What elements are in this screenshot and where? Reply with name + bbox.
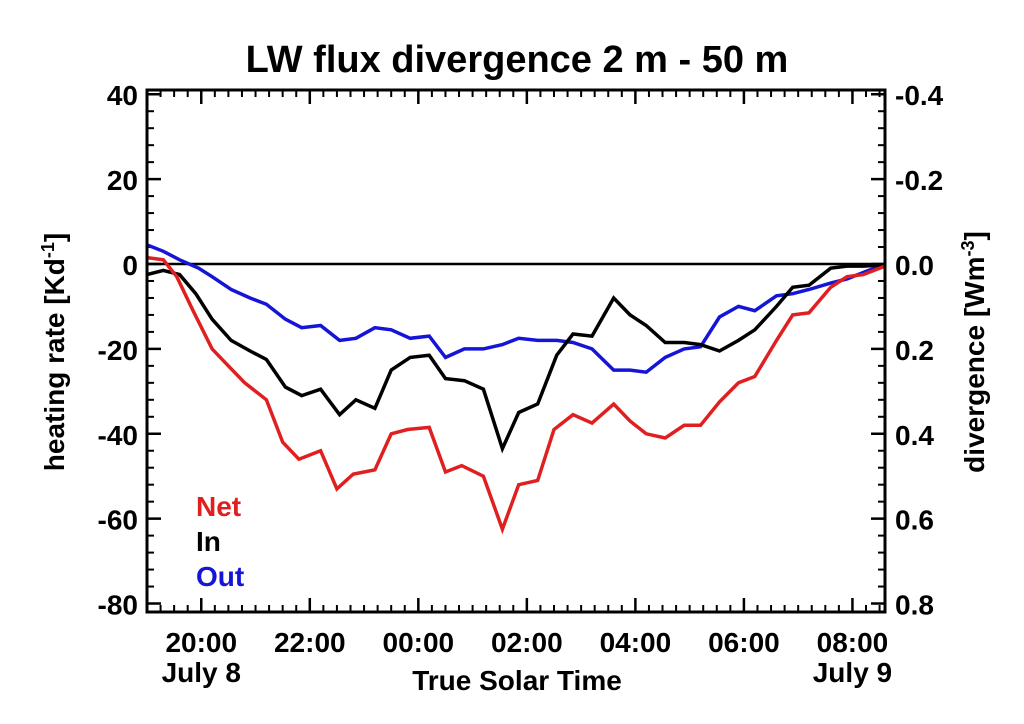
y2-tick-label: 0.4 — [895, 420, 934, 451]
x-tick-label: 22:00 — [274, 627, 346, 658]
y2-tick-label: 0.2 — [895, 335, 934, 366]
axis-tick-labels: 40 20 0 -20 -40 -60 -80 -0.4 -0.2 0.0 0.2 0.4 0.6 0.8… — [98, 80, 944, 688]
series-line-out — [146, 243, 886, 375]
x-tick-label: 04:00 — [600, 627, 672, 658]
series-line-net — [146, 255, 886, 535]
legend: Net In Out — [196, 491, 244, 592]
legend-entry-in: In — [196, 526, 221, 557]
y-axis-title-sup: -1 — [38, 242, 58, 258]
y-tick-label: 20 — [107, 165, 138, 196]
y-tick-label: 0 — [122, 250, 138, 281]
y2-tick-label: 0.6 — [895, 505, 934, 536]
x-tick-date-label: July 9 — [813, 657, 892, 688]
x-tick-date-label: July 8 — [162, 657, 241, 688]
x-tick-label: 06:00 — [708, 627, 780, 658]
chart-title: LW flux divergence 2 m - 50 m — [246, 39, 789, 81]
y-axis-title-main: heating rate [Kd — [39, 258, 70, 471]
x-tick-label: 00:00 — [383, 627, 455, 658]
y2-axis-title-sup: -3 — [958, 241, 978, 257]
y2-tick-label: -0.4 — [895, 80, 944, 111]
x-axis-title: True Solar Time — [412, 665, 622, 696]
y-axis-title-end: ] — [39, 233, 70, 242]
y2-tick-label: -0.2 — [895, 165, 943, 196]
y-tick-label: -20 — [98, 335, 138, 366]
y-axis-title: heating rate [Kd-1] — [38, 233, 70, 471]
series-line-in — [146, 263, 886, 454]
y-tick-label: 40 — [107, 80, 138, 111]
x-axis-label: True Solar Time — [412, 665, 622, 696]
y-tick-label: -40 — [98, 420, 138, 451]
y2-axis-title: divergence [Wm-3] — [958, 231, 990, 473]
x-tick-label: 02:00 — [491, 627, 563, 658]
y2-tick-label: 0.8 — [895, 590, 934, 621]
y2-axis-title-end: ] — [959, 231, 990, 240]
axis-ticks — [146, 90, 885, 612]
legend-entry-out: Out — [196, 561, 244, 592]
series-lines — [146, 243, 886, 535]
x-tick-label: 20:00 — [165, 627, 237, 658]
x-tick-label: 08:00 — [817, 627, 889, 658]
y-tick-label: -60 — [98, 505, 138, 536]
y-tick-label: -80 — [98, 590, 138, 621]
legend-entry-net: Net — [196, 491, 241, 522]
plot-frame — [145, 88, 887, 614]
y2-axis-title-main: divergence [Wm — [959, 257, 990, 473]
y2-tick-label: 0.0 — [895, 250, 934, 281]
